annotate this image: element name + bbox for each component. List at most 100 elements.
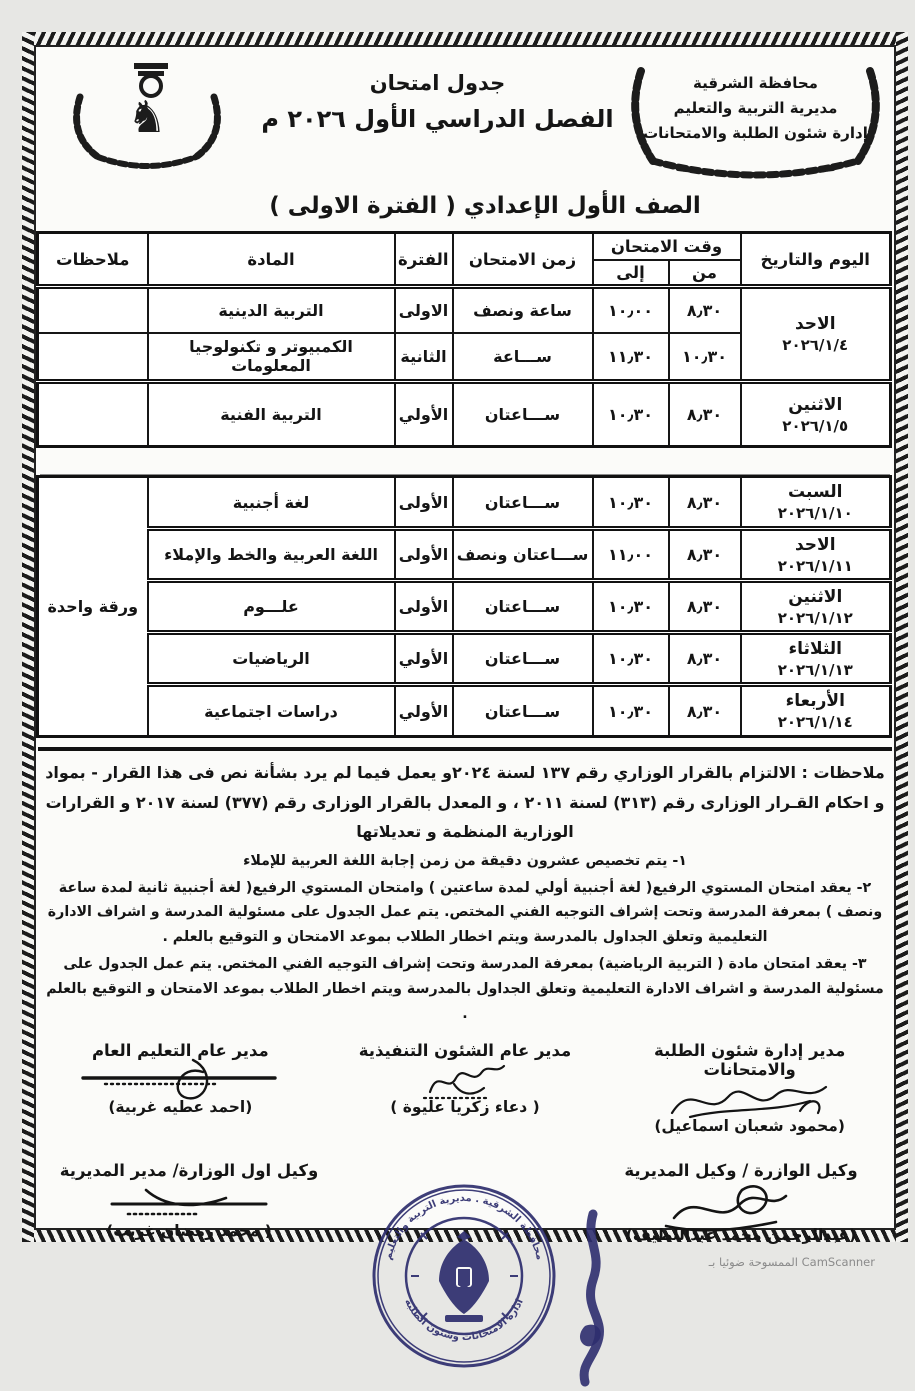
duration: ساعة ونصف: [451, 285, 594, 334]
handwritten-signature-icon: [81, 1058, 278, 1100]
note-item-1: ١- يتم تخصيص عشرون دقيقة من زمن إجابة ال…: [243, 852, 687, 869]
table-row: ١٠٫٣٠ ١١٫٣٠ ســـاعة الثانية الكمبيوتر و …: [36, 331, 891, 383]
period: الثانية: [393, 331, 454, 383]
col-header-day-date: اليوم والتاريخ: [739, 231, 892, 289]
col-header-notes: ملاحظات: [36, 231, 149, 289]
grade-subtitle: الصف الأول الإعدادي ( الفترة الاولى ): [269, 193, 701, 219]
subject: دراسات اجتماعية: [146, 682, 396, 738]
document-header: محافظة الشرقية مديرية التربية والتعليم إ…: [38, 49, 892, 185]
day-cell: الاحد ٢٠٢٦/١/٤: [739, 285, 892, 383]
notes-section: ملاحظات : الالتزام بالقرار الوزاري رقم ١…: [38, 747, 892, 1027]
subject: اللغة العربية والخط والإملاء: [146, 526, 396, 582]
time-from: ٨٫٣٠: [667, 682, 742, 738]
page-frame: محافظة الشرقية مديرية التربية والتعليم إ…: [22, 32, 908, 1387]
table-row: السبت ٢٠٢٦/١/١٠ ٨٫٣٠ ١٠٫٣٠ ســـاعتان الأ…: [36, 475, 892, 738]
time-from: ٨٫٣٠: [667, 526, 742, 582]
exam-table-second: السبت ٢٠٢٦/١/١٠ ٨٫٣٠ ١٠٫٣٠ ســـاعتان الأ…: [36, 475, 892, 738]
doc-title-line1: جدول امتحان: [369, 71, 506, 95]
signature-directorate-head: وكيل اول الوزارة/ مدير المديرية ( محمد ر…: [38, 1161, 340, 1244]
subject: التربية الدينية: [146, 285, 396, 334]
day-cell: الاثنين ٢٠٢٦/١/٥: [739, 379, 892, 448]
table-row: الاحد ٢٠٢٦/١/١١ ٨٫٣٠ ١١٫٠٠ ســـاعتان ونص…: [38, 526, 892, 582]
stamp-zone: محافظة الشرقية . مديرية التربية والتعليم…: [340, 1161, 604, 1387]
time-to: ١١٫٠٠: [591, 526, 670, 582]
frame-border-top: [22, 32, 908, 45]
time-from: ٨٫٣٠: [667, 475, 742, 530]
time-from: ١٠٫٣٠: [667, 331, 742, 383]
notes-cell: [36, 331, 149, 383]
table-row: الثلاثاء ٢٠٢٦/١/١٣ ٨٫٣٠ ١٠٫٣٠ ســـاعتان …: [38, 630, 892, 686]
subject: الكمبيوتر و تكنولوجيا المعلومات: [146, 331, 396, 383]
notes-intro: ملاحظات : الالتزام بالقرار الوزاري رقم ١…: [45, 763, 885, 842]
org-line-directorate: مديرية التربية والتعليم: [673, 98, 838, 117]
title-block: جدول امتحان الفصل الدراسي الأول ٢٠٢٦ م: [252, 57, 623, 133]
subject: الرياضيات: [146, 630, 396, 686]
signature-title: مدير عام الشئون التنفيذية: [358, 1040, 572, 1060]
org-line-administration: إدارة شئون الطلبة والامتحانات: [643, 123, 868, 142]
time-from: ٨٫٣٠: [667, 578, 742, 634]
time-from: ٨٫٣٠: [667, 630, 742, 686]
notes-cell: [36, 285, 149, 334]
period: الأولى: [393, 578, 454, 634]
subject: علـــوم: [146, 578, 396, 634]
time-to: ١٠٫٣٠: [591, 630, 670, 686]
subject: لغة أجنبية: [146, 475, 396, 530]
signatures-row-2: وكيل الوازرة / وكيل المديرية (عبدالرحمن …: [38, 1161, 892, 1387]
period: الأولي: [393, 630, 454, 686]
col-header-to: إلى: [591, 258, 670, 289]
frame-border-right: [896, 32, 908, 1242]
handwritten-signature-icon: [422, 1064, 506, 1099]
governorate-horse-emblem-icon: ♞: [73, 63, 221, 169]
time-to: ١٠٫٣٠: [591, 578, 670, 634]
doc-title-line2: الفصل الدراسي الأول ٢٠٢٦ م: [261, 105, 614, 133]
ink-signature-icon: [579, 1209, 604, 1387]
col-header-period: الفترة: [393, 231, 454, 289]
signature-name: ( دعاء زكريا عليوة ): [390, 1097, 540, 1116]
eagle-icon: [439, 1230, 489, 1322]
duration: ســـاعة: [451, 331, 594, 383]
frame-border-left: [22, 32, 34, 1242]
table-separator-gap: [40, 448, 890, 475]
emblem-block: ♞: [42, 57, 252, 179]
time-to: ١٠٫٣٠: [591, 682, 670, 738]
signature-general-education: مدير عام التعليم العام (احمد عطيه غربية): [38, 1041, 323, 1135]
signature-name: (عبدالرحمن محمد عبداللطيف): [625, 1225, 857, 1244]
day-cell: الاحد ٢٠٢٦/١/١١: [739, 526, 892, 582]
signature-title: مدير إدارة شئون الطلبة والامتحانات: [654, 1040, 846, 1079]
org-line-governorate: محافظة الشرقية: [693, 74, 818, 92]
signature-name: (محمود شعبان اسماعيل): [654, 1116, 845, 1135]
duration: ســـاعتان: [451, 475, 594, 530]
signature-title: وكيل الوازرة / وكيل المديرية: [624, 1160, 858, 1180]
period: الأولى: [393, 526, 454, 582]
period: الأولى: [393, 475, 454, 530]
time-to: ١١٫٣٠: [591, 331, 670, 383]
exam-table-first: اليوم والتاريخ وقت الامتحان زمن الامتحان…: [36, 231, 892, 448]
signature-ministry-deputy: وكيل الوازرة / وكيل المديرية (عبدالرحمن …: [590, 1161, 892, 1244]
note-item-2: ٢- يعقد امتحان المستوي الرفيع( لغة أجنبي…: [47, 879, 883, 946]
time-to: ١٠٫٠٠: [591, 285, 670, 334]
duration: ســـاعتان ونصف: [451, 526, 594, 582]
official-round-stamp-icon: محافظة الشرقية . مديرية التربية والتعليم…: [372, 1184, 556, 1368]
camscanner-watermark: الممسوحة ضوئيا بـ CamScanner: [708, 1255, 875, 1269]
period: الأولي: [393, 682, 454, 738]
handwritten-signature-icon: [664, 1184, 788, 1232]
table-row: الأربعاء ٢٠٢٦/١/١٤ ٨٫٣٠ ١٠٫٣٠ ســـاعتان …: [38, 682, 892, 738]
period: الأولي: [393, 379, 454, 448]
org-block: محافظة الشرقية مديرية التربية والتعليم إ…: [623, 57, 888, 179]
col-header-exam-time: وقت الامتحان: [591, 231, 742, 261]
time-from: ٨٫٣٠: [667, 285, 742, 334]
handwritten-signature-icon: [110, 1188, 268, 1215]
signatures-row-1: مدير إدارة شئون الطلبة والامتحانات (محمو…: [38, 1041, 892, 1135]
note-item-3: ٣- يعقد امتحان مادة ( التربية الرياضية) …: [46, 956, 884, 1022]
duration: ســـاعتان: [451, 379, 594, 448]
period: الاولى: [393, 285, 454, 334]
col-header-subject: المادة: [146, 231, 396, 289]
day-cell: الاثنين ٢٠٢٦/١/١٢: [739, 578, 892, 634]
signature-name: (احمد عطيه غربية): [108, 1097, 253, 1116]
scanned-exam-schedule-page: { "header": { "org_line1": "محافظة الشرق…: [22, 32, 908, 1387]
document-content: محافظة الشرقية مديرية التربية والتعليم إ…: [36, 49, 892, 1387]
signature-title: وكيل اول الوزارة/ مدير المديرية: [59, 1160, 319, 1180]
signature-name: ( محمد رمضان غريب): [106, 1221, 272, 1240]
subject: التربية الفنية: [146, 379, 396, 448]
signature-title: مدير عام التعليم العام: [91, 1040, 269, 1060]
